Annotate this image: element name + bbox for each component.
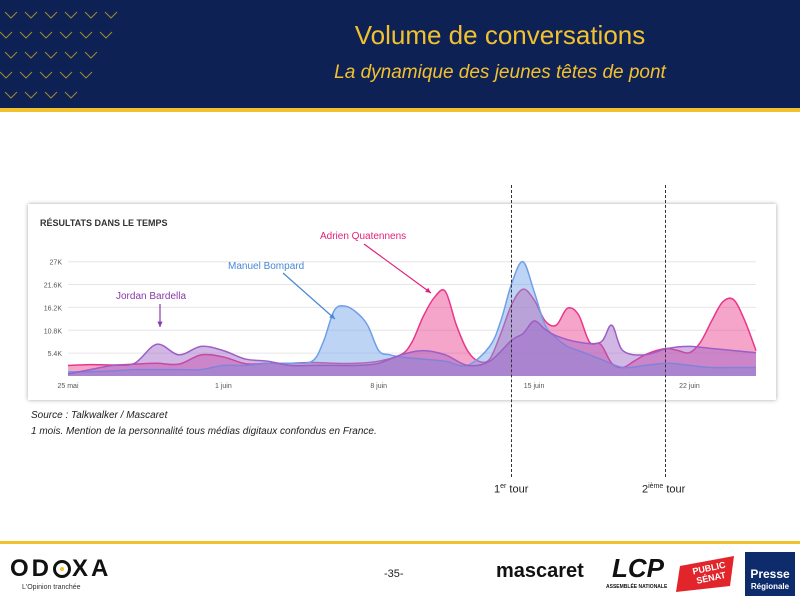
annotation-adrien-quatennens-arrow-line	[363, 243, 432, 294]
series-manuel-bompard-line	[67, 260, 756, 373]
header-pattern	[0, 11, 118, 99]
page-number: -35-	[384, 568, 404, 580]
odoxa-tagline: L'Opinion tranchée	[22, 584, 81, 591]
first-round-sup: er	[500, 483, 507, 490]
odoxa-logo-part1: OD	[10, 555, 52, 582]
page-subtitle: La dynamique des jeunes têtes de pont	[334, 62, 666, 83]
annotation-adrien-quatennens-label: Adrien Quatennens	[320, 231, 406, 242]
annotation-jordan-bardella-label: Jordan Bardella	[116, 291, 186, 302]
y-tick-label: 10.8K	[44, 328, 63, 335]
x-tick-label: 25 mai	[57, 383, 78, 390]
y-tick-label: 16.2K	[44, 305, 63, 312]
odoxa-o-icon	[53, 560, 71, 578]
presse-text: Presse	[750, 567, 790, 581]
area-chart: RÉSULTATS DANS LE TEMPS 5.4K 10.8K 16.2K 21.…	[40, 218, 757, 390]
second-round-line	[665, 185, 666, 477]
first-round-number: 1	[494, 483, 501, 496]
public-senat-logo	[676, 556, 734, 592]
y-tick-label: 5.4K	[48, 351, 63, 358]
first-round-line	[511, 185, 512, 477]
first-round-label: 1er tour	[494, 483, 528, 496]
x-tick-label: 15 juin	[524, 383, 545, 390]
lcp-logo: LCP	[612, 553, 664, 583]
annotation-manuel-bompard-arrowhead	[329, 313, 335, 319]
mascaret-logo: mascaret	[496, 560, 584, 582]
header-banner: Volume de conversations La dynamique des…	[0, 0, 800, 108]
chart-card: RÉSULTATS DANS LE TEMPS 5.4K 10.8K 16.2K 21.…	[28, 204, 776, 400]
second-round-sup: ième	[648, 483, 664, 490]
odoxa-logo-part2: XA	[72, 555, 112, 582]
second-round-label: 2ième tour	[642, 483, 685, 496]
annotation-adrien-quatennens-arrowhead	[425, 287, 431, 293]
second-round-number: 2	[642, 483, 649, 496]
source-line: Source : Talkwalker / Mascaret	[31, 410, 168, 421]
series-jordan-bardella-line	[67, 320, 757, 375]
lcp-subtitle: ASSEMBLÉE NATIONALE	[606, 584, 668, 590]
x-tick-label: 8 juin	[370, 383, 387, 390]
y-tick-label: 21.6K	[44, 283, 63, 290]
chart-title: RÉSULTATS DANS LE TEMPS	[40, 218, 168, 228]
presse-regionale-logo	[745, 552, 795, 596]
series-jordan-bardella-area	[68, 320, 756, 376]
page-title: Volume de conversations	[354, 20, 646, 50]
series-adrien-quatennens-area	[68, 289, 756, 376]
first-round-suffix: tour	[506, 483, 529, 496]
x-tick-label: 1 juin	[215, 383, 232, 390]
y-tick-label: 27K	[50, 260, 63, 267]
annotation-manuel-bompard-arrow-line	[282, 272, 336, 320]
methodology-line: 1 mois. Mention de la personnalité tous …	[31, 426, 377, 437]
annotation-manuel-bompard-label: Manuel Bompard	[228, 261, 304, 272]
annotation-jordan-bardella-arrowhead	[157, 321, 163, 327]
x-tick-label: 22 juin	[679, 383, 700, 390]
header-divider	[0, 108, 800, 112]
odoxa-logo: OD XA	[10, 555, 111, 583]
second-round-suffix: tour	[663, 483, 686, 496]
regionale-text: Régionale	[750, 582, 790, 591]
footer-divider	[0, 541, 800, 544]
